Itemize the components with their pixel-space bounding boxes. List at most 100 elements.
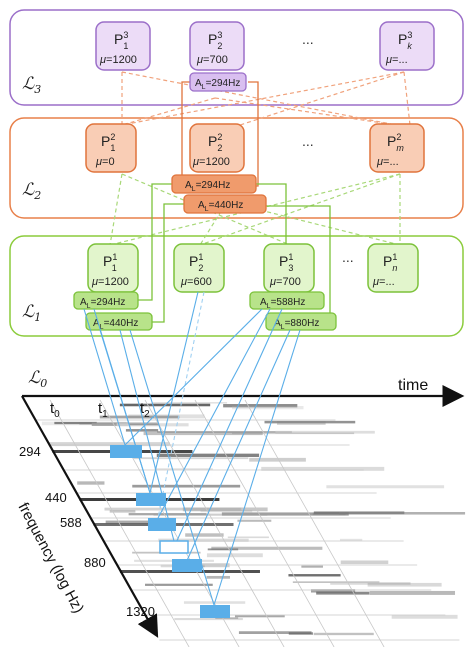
svg-text:AL=294Hz: AL=294Hz <box>80 297 125 310</box>
spectrogram-streak <box>99 415 180 419</box>
evidence-box-hollow <box>159 540 189 554</box>
attr-l1-3[interactable]: AL=588Hz <box>249 291 325 310</box>
svg-text:P32: P3 2 <box>208 30 222 51</box>
attr-l3-1[interactable]: AL=294Hz <box>189 72 247 92</box>
node-p3-k[interactable]: P3 k μ=... <box>379 21 435 71</box>
svg-text:μ=1200: μ=1200 <box>91 276 129 288</box>
spectrogram-streak <box>275 430 375 434</box>
grid-time-line <box>244 399 385 647</box>
spectrogram-streak <box>338 512 466 515</box>
spectrogram-streak <box>158 538 249 542</box>
spectrogram-streak <box>211 546 323 550</box>
spectrogram-streak <box>238 631 312 634</box>
spectrogram-streak <box>109 510 136 513</box>
spectrogram-streak <box>207 548 239 551</box>
node-p2-2[interactable]: P2 2 μ=1200 <box>189 123 245 173</box>
spectrogram-streak <box>152 402 228 404</box>
node-p1-3[interactable]: P1 3 μ=700 <box>263 243 315 293</box>
spectrogram-streak <box>339 538 363 542</box>
t2-label: t2 <box>140 400 150 420</box>
svg-text:P1n: P1 n <box>383 252 397 273</box>
spectrogram-streak <box>288 574 341 577</box>
spectrogram-streak <box>221 512 349 516</box>
grid-time-line <box>144 399 285 647</box>
svg-text:P22: P2 2 <box>208 132 222 153</box>
freq-label-294: 294 <box>19 444 41 459</box>
svg-text:μ=600: μ=600 <box>180 276 212 288</box>
t1-label: t1 <box>98 400 108 420</box>
spectrogram-streak <box>288 632 314 635</box>
spectrogram-streak <box>77 481 105 485</box>
svg-text:μ=...: μ=... <box>376 156 399 168</box>
spectrogram-streak <box>116 423 189 427</box>
node-p1-2[interactable]: P1 2 μ=600 <box>173 243 225 293</box>
node-p1-n[interactable]: P1 n μ=... <box>367 243 419 293</box>
layer1-panel <box>9 235 464 337</box>
spectrogram-streak <box>301 565 323 568</box>
svg-text:P2m: P2 m <box>387 132 404 153</box>
node-p2-m[interactable]: P2 m μ=... <box>369 123 425 173</box>
svg-text:P31: P3 1 <box>114 30 128 51</box>
spectrogram-streak <box>132 484 241 488</box>
layer3-panel <box>9 9 464 106</box>
node-p3-1[interactable]: P3 1 μ=1200 <box>95 21 151 71</box>
spectrogram-streak <box>206 553 263 558</box>
layer2-label: ℒ2 <box>22 180 41 202</box>
frequency-axis <box>21 395 159 638</box>
freq-label-880: 880 <box>84 555 106 570</box>
spectrogram-streak <box>313 632 374 636</box>
evidence-box-1320 <box>200 605 230 618</box>
freq-label-1320: 1320 <box>126 604 155 619</box>
spectrogram-streak <box>276 421 326 425</box>
grid-time-line <box>194 399 335 647</box>
spectrogram-streak <box>133 457 249 460</box>
attr-l2-2[interactable]: AL=440Hz <box>183 194 267 214</box>
spectrogram-streak <box>234 615 285 618</box>
spectrogram-streak <box>104 507 242 511</box>
t0-label: t0 <box>50 400 60 420</box>
spectrogram-streak <box>125 429 159 432</box>
spectrogram-streak <box>185 533 224 537</box>
grid-time-line <box>49 399 190 647</box>
layer3-label: ℒ3 <box>22 74 41 96</box>
spectrogram-streak <box>369 590 456 595</box>
attr-l1-2[interactable]: AL=440Hz <box>85 312 153 331</box>
attr-l2-1[interactable]: AL=294Hz <box>171 174 257 194</box>
spectrogram-streak <box>231 432 355 435</box>
spectrogram-streak <box>153 513 268 516</box>
spectrogram-streak <box>264 420 356 424</box>
spectrogram-streak <box>48 442 170 447</box>
attr-l1-4[interactable]: AL=880Hz <box>265 312 337 331</box>
time-axis-label: time <box>398 377 428 394</box>
spectrogram-streak <box>182 507 268 512</box>
svg-text:P11: P1 1 <box>103 252 117 273</box>
layer1-label: ℒ1 <box>22 302 41 324</box>
spectrogram-streak <box>330 582 411 585</box>
spectrogram-streak <box>232 406 304 410</box>
dashed-links-l3-l2 <box>121 71 411 126</box>
layer3-ellipsis: ... <box>302 31 314 47</box>
spectrogram-streak <box>156 453 260 457</box>
svg-text:μ=...: μ=... <box>385 54 408 66</box>
node-p2-1[interactable]: P2 1 μ=0 <box>85 123 137 173</box>
svg-text:μ=700: μ=700 <box>196 54 228 66</box>
evidence-box-880 <box>172 559 202 572</box>
svg-text:μ=1200: μ=1200 <box>192 156 230 168</box>
svg-text:AL=440Hz: AL=440Hz <box>93 318 138 331</box>
layer0-label: ℒ0 <box>28 368 47 390</box>
attr-l1-1[interactable]: AL=294Hz <box>73 291 139 310</box>
node-p1-1[interactable]: P1 1 μ=1200 <box>87 243 139 293</box>
spectrogram-streak <box>312 512 346 516</box>
svg-text:AL=294Hz: AL=294Hz <box>185 180 230 193</box>
spectrogram-streak <box>367 582 442 587</box>
node-p3-2[interactable]: P3 2 μ=700 <box>189 21 245 71</box>
spectrogram-streak <box>261 466 385 471</box>
spectrogram-streak <box>249 457 306 462</box>
spectrogram-streak <box>145 583 213 586</box>
svg-text:AL=440Hz: AL=440Hz <box>198 200 243 213</box>
spectrogram-streak <box>326 485 445 489</box>
layer2-ellipsis: ... <box>302 133 314 149</box>
svg-text:μ=700: μ=700 <box>269 276 301 288</box>
spectrogram-streak <box>310 589 356 593</box>
spectrogram-streak <box>105 520 160 524</box>
